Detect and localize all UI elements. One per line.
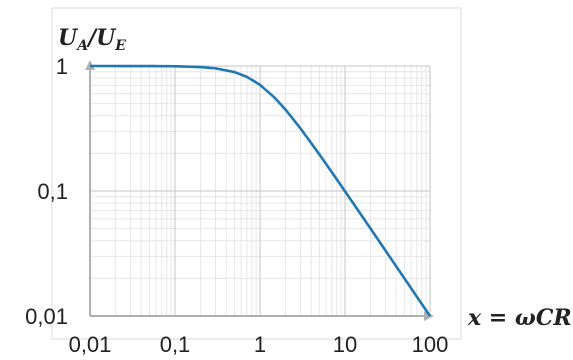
x-axis-title: x = ωCR (467, 305, 572, 331)
y-axis-title-main2: U (96, 25, 117, 51)
y-axis-title-sub-a: A (75, 38, 88, 54)
y-axis-title-main: U (58, 25, 79, 51)
x-tick-label: 1 (254, 332, 266, 357)
x-tick-label: 100 (412, 332, 449, 357)
y-axis-title-sub-e: E (114, 38, 126, 54)
chart-frame (51, 7, 462, 340)
series-line (90, 64, 432, 317)
x-tick-label: 0,1 (160, 332, 191, 357)
y-tick-label: 0,01 (25, 304, 68, 329)
x-tick-label: 0,01 (69, 332, 112, 357)
x-tick-labels: 0,01 0,1 1 10 100 (69, 332, 449, 357)
y-axis-title-sep: / (86, 25, 98, 51)
y-axis-title: UA/UE (58, 25, 126, 54)
y-tick-label: 0,1 (37, 179, 68, 204)
y-tick-labels: 0,01 0,1 1 (25, 54, 68, 329)
x-tick-label: 10 (333, 332, 357, 357)
series-group (90, 64, 432, 317)
y-tick-label: 1 (56, 54, 68, 79)
